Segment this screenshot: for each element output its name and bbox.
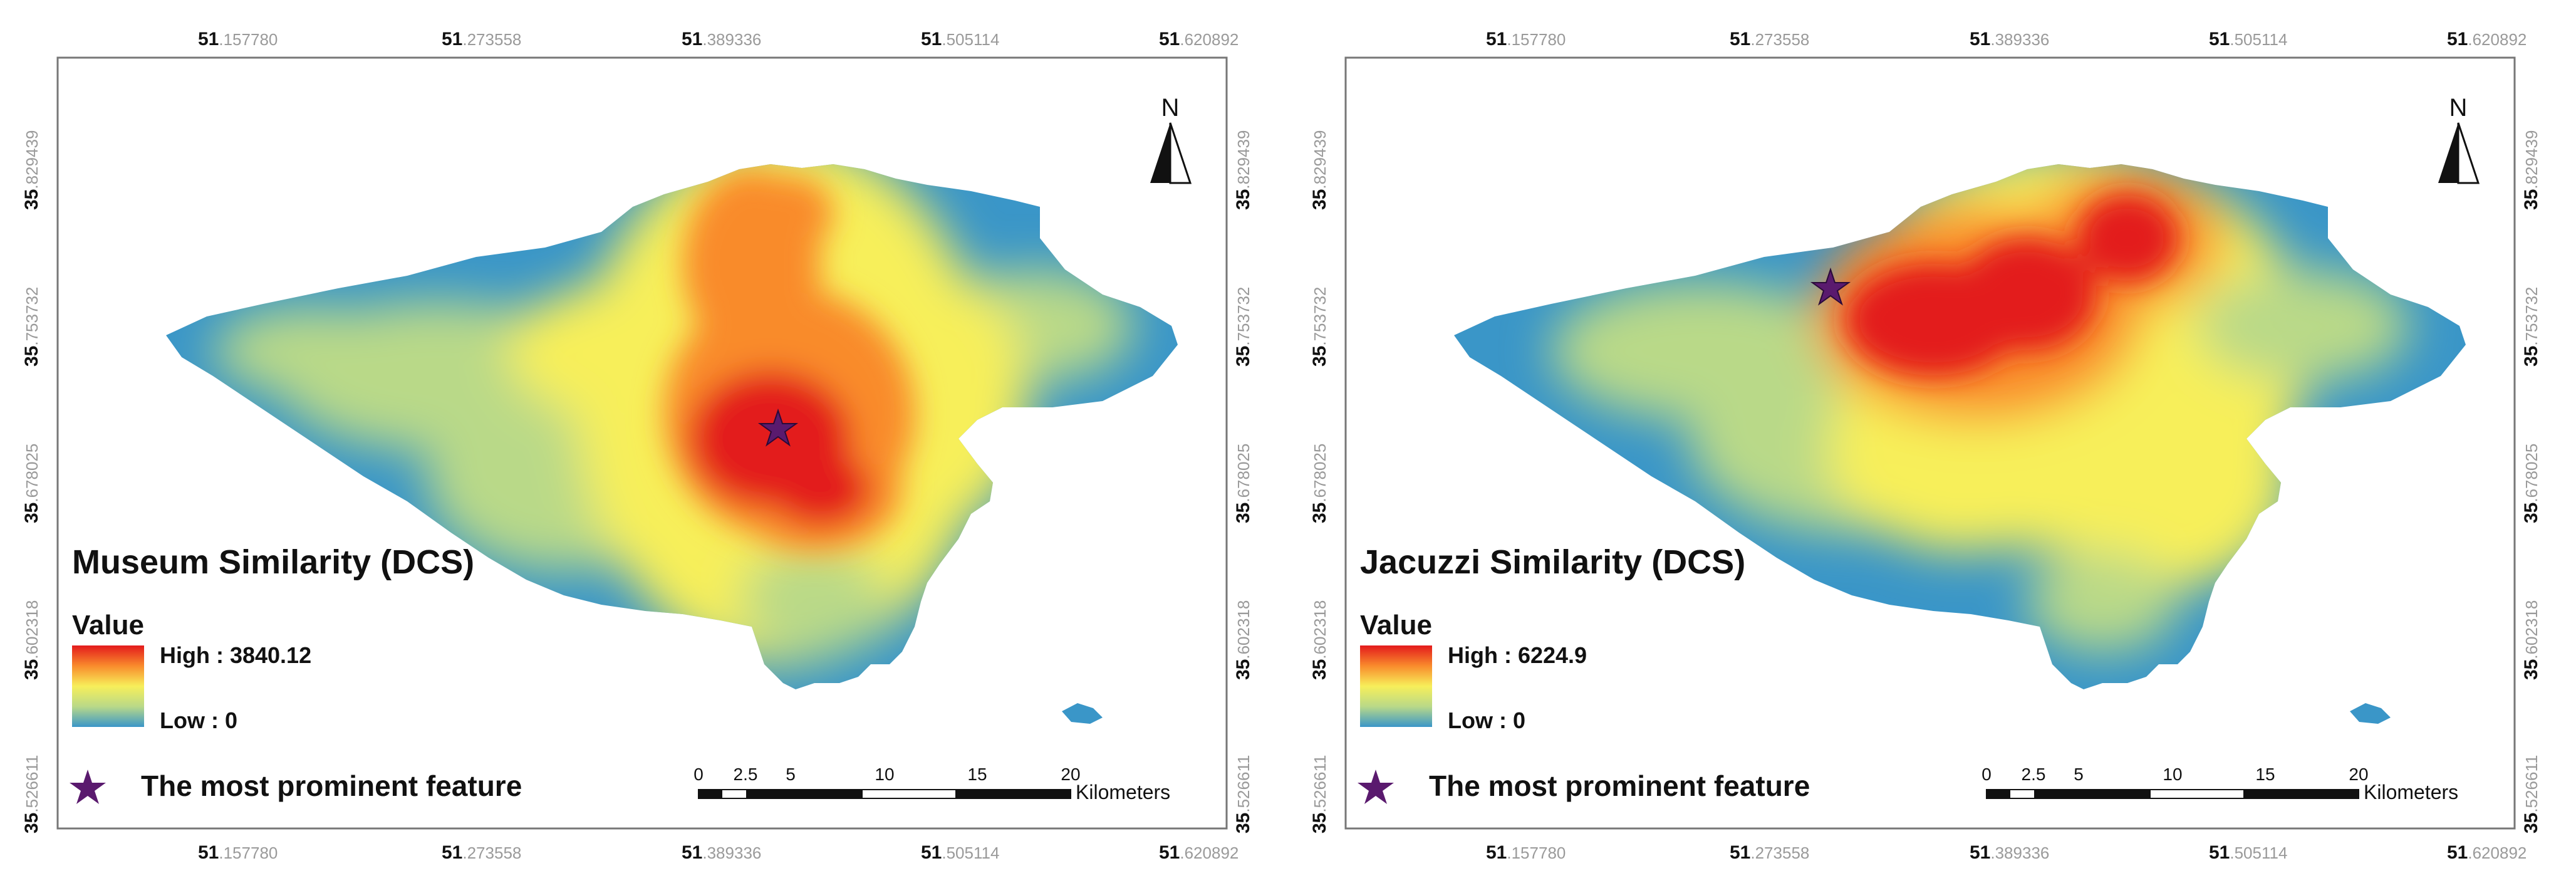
x-tick-4-bottom: 51.505114 <box>2209 842 2287 863</box>
legend-star-icon <box>70 770 106 804</box>
y-tick-5-left: 35.526611 <box>1309 755 1330 833</box>
x-tick-3-top: 51.389336 <box>1970 29 2049 50</box>
bottom-x-ticks: 51.157780 51.273558 51.389336 51.505114 … <box>198 842 1239 863</box>
left-y-ticks: 35.829439 35.753732 35.678025 35.602318 … <box>21 130 42 833</box>
scale-bar: 0 2.5 5 10 15 20 Kilometers <box>693 765 1170 803</box>
y-tick-3-left: 35.678025 <box>1309 444 1330 523</box>
y-tick-4-right: 35.602318 <box>2521 600 2542 680</box>
legend-heading: Value <box>72 610 144 640</box>
museum-map-panel: 51.157780 51.273558 51.389336 51.505114 … <box>21 29 1254 863</box>
feature-legend-label: The most prominent feature <box>141 770 522 802</box>
x-tick-5-top: 51.620892 <box>2447 29 2527 50</box>
y-tick-1-right: 35.829439 <box>2521 130 2542 210</box>
y-tick-2-right: 35.753732 <box>2521 287 2542 367</box>
x-tick-4-bottom: 51.505114 <box>921 842 999 863</box>
scale-tick-20: 20 <box>1061 765 1080 784</box>
y-tick-3-left: 35.678025 <box>21 444 42 523</box>
legend-color-ramp <box>72 645 144 727</box>
x-tick-5-bottom: 51.620892 <box>2447 842 2527 863</box>
x-tick-2-bottom: 51.273558 <box>1730 842 1809 863</box>
north-arrow-icon: N <box>1150 94 1192 184</box>
scale-unit: Kilometers <box>1076 781 1170 803</box>
scale-tick-5: 5 <box>2074 765 2084 784</box>
legend-color-ramp <box>1360 645 1432 727</box>
legend: Value High : 3840.12 Low : 0 The most pr… <box>70 610 522 804</box>
y-tick-1-left: 35.829439 <box>1309 130 1330 210</box>
scale-tick-15: 15 <box>2255 765 2275 784</box>
y-tick-4-left: 35.602318 <box>1309 600 1330 680</box>
x-tick-2-bottom: 51.273558 <box>442 842 521 863</box>
x-tick-2-top: 51.273558 <box>1730 29 1809 50</box>
scale-tick-10: 10 <box>2163 765 2182 784</box>
right-y-ticks: 35.829439 35.753732 35.678025 35.602318 … <box>1233 130 1254 833</box>
prominent-feature-star <box>757 408 799 447</box>
y-tick-1-left: 35.829439 <box>21 130 42 210</box>
legend-low-label: Low : 0 <box>1448 708 1525 733</box>
y-tick-2-left: 35.753732 <box>1309 287 1330 367</box>
legend-star-icon <box>1358 770 1394 804</box>
scale-tick-2-5: 2.5 <box>2022 765 2046 784</box>
left-y-ticks: 35.829439 35.753732 35.678025 35.602318 … <box>1309 130 1330 833</box>
map-title: Jacuzzi Similarity (DCS) <box>1360 543 1745 581</box>
y-tick-2-left: 35.753732 <box>21 287 42 367</box>
scale-bar: 0 2.5 5 10 15 20 Kilometers <box>1981 765 2458 803</box>
lake-shape <box>2350 703 2391 724</box>
scale-tick-20: 20 <box>2349 765 2368 784</box>
x-tick-5-bottom: 51.620892 <box>1159 842 1239 863</box>
y-tick-4-right: 35.602318 <box>1233 600 1254 680</box>
scale-tick-0: 0 <box>693 765 704 784</box>
x-tick-2-top: 51.273558 <box>442 29 521 50</box>
x-tick-1-top: 51.157780 <box>198 29 278 50</box>
x-tick-1-bottom: 51.157780 <box>1486 842 1566 863</box>
x-tick-3-bottom: 51.389336 <box>1970 842 2049 863</box>
y-tick-5-right: 35.526611 <box>1233 755 1254 833</box>
x-tick-3-bottom: 51.389336 <box>682 842 761 863</box>
prominent-feature-star <box>1810 267 1851 306</box>
scale-tick-0: 0 <box>1981 765 1992 784</box>
x-tick-1-top: 51.157780 <box>1486 29 1566 50</box>
top-x-ticks: 51.157780 51.273558 51.389336 51.505114 … <box>1486 29 2527 50</box>
x-tick-4-top: 51.505114 <box>921 29 999 50</box>
north-label: N <box>2449 94 2468 122</box>
north-arrow-icon: N <box>2438 94 2480 184</box>
x-tick-1-bottom: 51.157780 <box>198 842 278 863</box>
bottom-x-ticks: 51.157780 51.273558 51.389336 51.505114 … <box>1486 842 2527 863</box>
lake-shape <box>1062 703 1103 724</box>
scale-unit: Kilometers <box>2364 781 2458 803</box>
x-tick-3-top: 51.389336 <box>682 29 761 50</box>
map-title: Museum Similarity (DCS) <box>72 543 474 581</box>
legend: Value High : 6224.9 Low : 0 The most pro… <box>1358 610 1810 804</box>
x-tick-4-top: 51.505114 <box>2209 29 2287 50</box>
feature-legend-label: The most prominent feature <box>1429 770 1810 802</box>
scale-tick-5: 5 <box>786 765 796 784</box>
right-y-ticks: 35.829439 35.753732 35.678025 35.602318 … <box>2521 130 2542 833</box>
legend-high-label: High : 3840.12 <box>160 642 311 668</box>
scale-tick-2-5: 2.5 <box>734 765 758 784</box>
legend-high-label: High : 6224.9 <box>1448 642 1587 668</box>
y-tick-2-right: 35.753732 <box>1233 287 1254 367</box>
y-tick-1-right: 35.829439 <box>1233 130 1254 210</box>
y-tick-5-right: 35.526611 <box>2521 755 2542 833</box>
y-tick-3-right: 35.678025 <box>1233 444 1254 523</box>
north-label: N <box>1161 94 1180 122</box>
legend-heading: Value <box>1360 610 1432 640</box>
scale-tick-15: 15 <box>967 765 987 784</box>
legend-low-label: Low : 0 <box>160 708 237 733</box>
y-tick-4-left: 35.602318 <box>21 600 42 680</box>
jacuzzi-map-panel: 51.157780 51.273558 51.389336 51.505114 … <box>1288 0 2576 888</box>
y-tick-5-left: 35.526611 <box>21 755 42 833</box>
top-x-ticks: 51.157780 51.273558 51.389336 51.505114 … <box>198 29 1239 50</box>
y-tick-3-right: 35.678025 <box>2521 444 2542 523</box>
x-tick-5-top: 51.620892 <box>1159 29 1239 50</box>
scale-tick-10: 10 <box>875 765 894 784</box>
